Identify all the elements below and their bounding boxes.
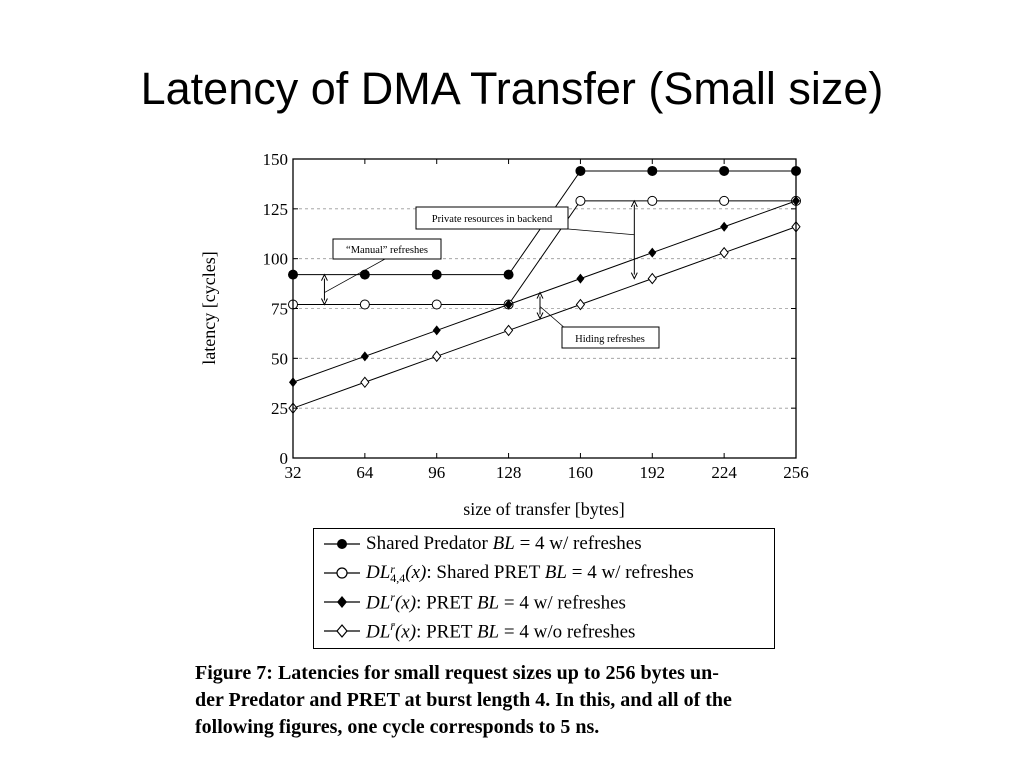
data-point — [431, 299, 442, 310]
annotation-pointer — [324, 258, 386, 293]
annotation-pointer — [539, 306, 567, 330]
arrow-head — [320, 298, 328, 306]
x-tick-label: 96 — [428, 463, 445, 482]
x-tick-label: 256 — [783, 463, 809, 482]
slide-title: Latency of DMA Transfer (Small size) — [140, 63, 884, 114]
arrow-head — [630, 199, 638, 208]
legend-marker-filled-diamond — [324, 596, 360, 608]
y-tick-label: 100 — [263, 250, 289, 269]
y-tick-label: 0 — [280, 449, 289, 468]
data-point — [432, 350, 442, 363]
data-point — [360, 351, 369, 362]
figure-caption: Figure 7: Latencies for small request si… — [195, 660, 835, 741]
legend-text: Shared Predator BL = 4 w/ refreshes — [366, 533, 642, 554]
series-layer — [288, 165, 801, 414]
x-axis-label: size of transfer [bytes] — [463, 499, 624, 519]
data-point — [359, 269, 370, 280]
annotation-box — [415, 206, 569, 230]
legend-marker-filled-circle — [324, 539, 360, 549]
y-tick-label: 125 — [263, 200, 289, 219]
data-point — [719, 165, 730, 176]
x-tick-label: 160 — [568, 463, 594, 482]
legend-marker-open-diamond — [324, 624, 360, 638]
caption-line: following figures, one cycle corresponds… — [195, 716, 600, 738]
arrow-head — [536, 312, 544, 320]
y-tick-label: 50 — [271, 349, 288, 368]
legend: Shared Predator BL = 4 w/ refreshes DL r 4… — [313, 528, 775, 649]
legend-text: DL r 4,4 (x): Shared PRET BL = 4 w/ refresh… — [366, 561, 694, 585]
legend-text: DLr̄(x): PRET BL = 4 w/o refreshes — [366, 618, 636, 643]
legend-item-pret-refresh: DLr(x): PRET BL = 4 w/ refreshes — [322, 589, 626, 615]
annotation-box — [561, 326, 660, 349]
series-line-filled-diamond — [292, 200, 797, 383]
annotation-pointer — [567, 228, 635, 236]
data-point — [575, 298, 586, 311]
arrow-head — [630, 272, 638, 280]
data-point — [647, 195, 658, 206]
data-point — [431, 269, 442, 280]
arrow-head — [536, 291, 544, 299]
annotation-label: “Manual” refreshes — [346, 245, 428, 256]
data-point — [576, 273, 585, 284]
series-line-open-circle — [293, 200, 796, 306]
x-tick-label: 192 — [640, 463, 666, 482]
legend-text: DLr(x): PRET BL = 4 w/ refreshes — [366, 589, 626, 614]
y-tick-label: 75 — [271, 300, 288, 319]
x-tick-label: 32 — [285, 463, 302, 482]
data-point — [504, 299, 513, 310]
arrow-head — [320, 273, 328, 281]
latency-chart: “Manual” refreshes Private resources in b… — [199, 150, 809, 519]
y-tick-label: 25 — [271, 399, 288, 418]
legend-item-pret-no-refresh: DLr̄(x): PRET BL = 4 w/o refreshes — [322, 618, 635, 644]
data-point — [503, 324, 514, 337]
data-point — [719, 246, 729, 259]
annotation-label: Private resources in backend — [432, 214, 553, 225]
y-tick-label: 150 — [263, 150, 289, 169]
annotations: “Manual” refreshes Private resources in b… — [320, 199, 660, 349]
x-tick-label: 128 — [496, 463, 522, 482]
data-point — [575, 195, 586, 206]
data-point — [647, 165, 658, 176]
annotation-box — [332, 238, 442, 260]
data-point — [719, 195, 730, 206]
caption-line: der Predator and PRET at burst length 4.… — [195, 689, 732, 711]
data-point — [432, 325, 441, 336]
series-line-open-diamond — [292, 226, 797, 409]
annotation-label: Hiding refreshes — [575, 334, 645, 345]
data-point — [575, 165, 586, 176]
data-point — [720, 221, 729, 232]
legend-item-shared-pret: DL r 4,4 (x): Shared PRET BL = 4 w/ refresh… — [322, 560, 694, 586]
data-point — [647, 272, 657, 285]
data-point — [503, 269, 514, 280]
data-point — [648, 247, 657, 258]
y-axis-label: latency [cycles] — [199, 251, 219, 364]
legend-marker-open-circle — [324, 567, 360, 579]
data-point — [360, 376, 370, 389]
x-tick-label: 64 — [356, 463, 374, 482]
data-point — [359, 299, 370, 310]
x-tick-label: 224 — [711, 463, 737, 482]
ticks: 0 25 50 75 100 125 150 32 64 96 128 160 192 224 256 — [263, 150, 809, 482]
legend-item-shared-predator: Shared Predator BL = 4 w/ refreshes — [322, 531, 642, 557]
caption-line: Figure 7: Latencies for small request si… — [195, 662, 719, 684]
